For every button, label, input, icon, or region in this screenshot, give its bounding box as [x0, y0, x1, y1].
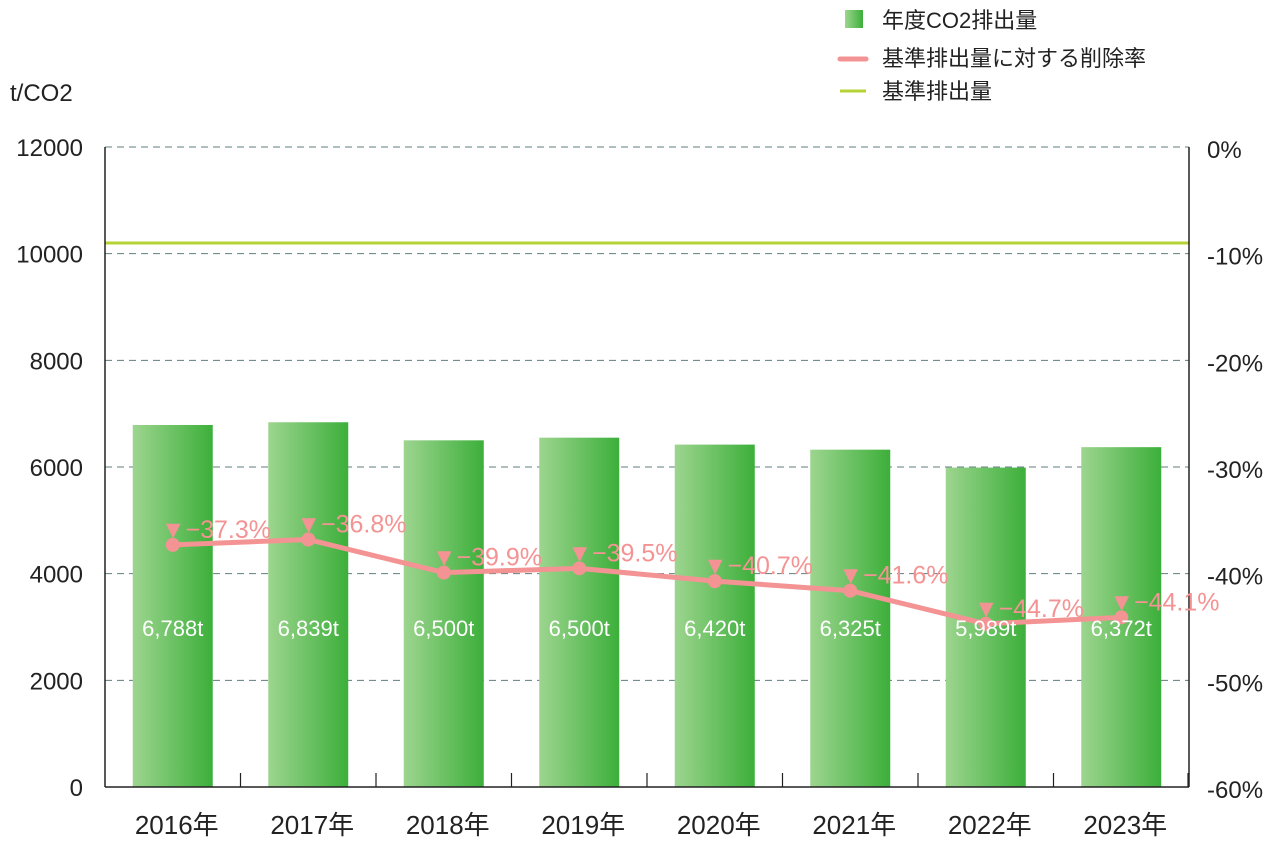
rate-point [843, 583, 858, 598]
x-tick-label: 2019年 [541, 810, 625, 840]
bar [403, 440, 484, 787]
legend-label-bar: 年度CO2排出量 [882, 8, 1037, 33]
bar-value-label: 6,500t [413, 616, 474, 641]
y-right-tick-label: 0% [1207, 137, 1242, 164]
tick-labels: 0 2000 4000 6000 8000 10000 12000 -60% -50% -40% -… [16, 135, 1263, 840]
y-left-tick-label: 8000 [30, 348, 83, 375]
bar-value-label: 6,420t [684, 616, 745, 641]
bar-value-label: 6,839t [278, 616, 339, 641]
bar [132, 424, 213, 787]
legend-label-baseline: 基準排出量 [882, 79, 992, 104]
rate-line [172, 537, 1122, 627]
x-tick-label: 2020年 [677, 810, 761, 840]
rate-point [707, 574, 722, 589]
bar-value-label: 5,989t [955, 616, 1016, 641]
y-left-tick-label: 10000 [16, 242, 83, 269]
y-left-tick-label: 2000 [30, 668, 83, 695]
rate-series [165, 532, 1129, 631]
rate-point [978, 616, 993, 631]
rate-point [301, 532, 316, 547]
bar-value-label: 6,372t [1091, 616, 1152, 641]
axes [104, 147, 1190, 788]
y-right-tick-label: -10% [1207, 244, 1263, 271]
rate-value-label: ▼−44.1% [1109, 588, 1219, 616]
rate-point [1114, 610, 1129, 625]
y-axis-unit-label: t/CO2 [10, 80, 73, 107]
x-tick-label: 2021年 [812, 810, 896, 840]
rate-value-label: ▼−44.7% [974, 595, 1084, 623]
x-tick-label: 2018年 [406, 810, 490, 840]
y-right-tick-label: -30% [1207, 457, 1263, 484]
x-tick-label: 2016年 [135, 810, 219, 840]
x-tick-label: 2023年 [1083, 810, 1167, 840]
bar-value-label: 6,500t [549, 616, 610, 641]
rate-value-label: ▼−39.5% [567, 539, 677, 567]
rate-value-label: ▼−40.7% [703, 552, 813, 580]
rate-value-label: ▼−37.3% [161, 516, 271, 544]
y-right-tick-label: -40% [1207, 564, 1263, 591]
bar [810, 449, 891, 787]
bar-value-label: 6,788t [142, 616, 203, 641]
y-right-tick-label: -50% [1207, 670, 1263, 697]
rate-point [165, 537, 180, 552]
rate-value-label: ▼−36.8% [296, 511, 406, 539]
bar [268, 422, 349, 787]
rate-point [436, 565, 451, 580]
y-left-tick-label: 4000 [30, 562, 83, 589]
x-tick-label: 2017年 [270, 810, 354, 840]
y-left-tick-label: 6000 [30, 455, 83, 482]
rate-value-label: ▼−39.9% [432, 544, 542, 572]
x-tick-label: 2022年 [948, 810, 1032, 840]
bar [539, 437, 620, 787]
legend-swatch-bar [845, 10, 863, 28]
legend-label-rate: 基準排出量に対する削除率 [882, 46, 1146, 71]
data-labels: 6,788t 6,839t 6,500t 6,500t 6,420t 6,325t 5,98… [142, 511, 1219, 641]
y-left-tick-label: 0 [70, 775, 83, 802]
y-left-tick-label: 12000 [16, 135, 83, 162]
bar-value-label: 6,325t [820, 616, 881, 641]
rate-point [572, 561, 587, 576]
y-right-tick-label: -20% [1207, 350, 1263, 377]
y-right-tick-label: -60% [1207, 777, 1263, 804]
bar [674, 444, 755, 787]
legend: 年度CO2排出量 基準排出量に対する削除率 基準排出量 [837, 8, 1146, 104]
rate-value-label: ▼−41.6% [838, 562, 948, 590]
